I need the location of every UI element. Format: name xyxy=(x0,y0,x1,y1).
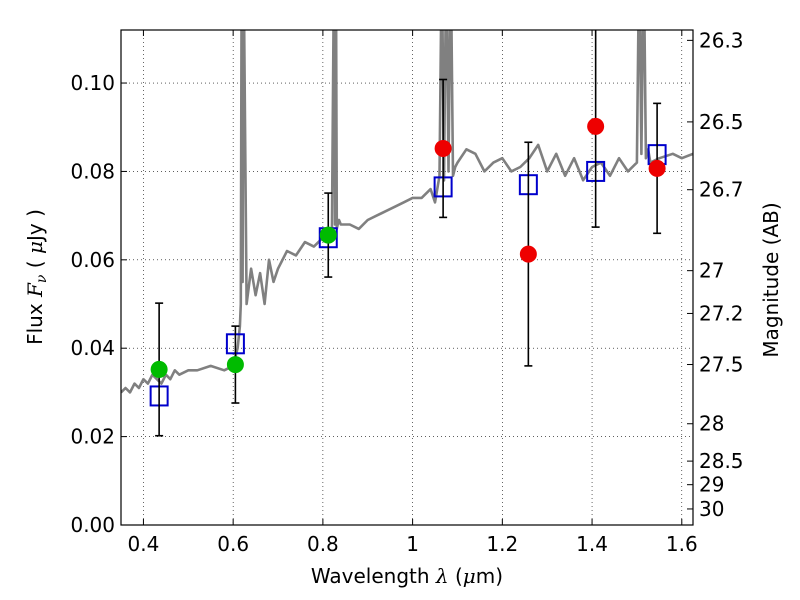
y-tick-label: 0.04 xyxy=(70,336,115,360)
x-tick-label: 1.2 xyxy=(486,532,518,556)
right-axis-label: Magnitude (AB) xyxy=(759,202,783,357)
x-tick-label: 0.4 xyxy=(128,532,160,556)
y-tick-label: 0.10 xyxy=(70,71,115,95)
y-tick-label: 0.06 xyxy=(70,248,115,272)
right-tick-label: 27 xyxy=(699,259,724,283)
x-tick-label: 1 xyxy=(406,532,419,556)
x-axis-label: Wavelength λ (μm) xyxy=(311,564,503,588)
right-tick-label: 27.2 xyxy=(699,301,744,325)
right-tick-label: 26.5 xyxy=(699,110,744,134)
y-axis-label: Flux Fν ( μJy ) xyxy=(23,209,50,345)
observed-point xyxy=(226,356,244,374)
observed-point xyxy=(519,245,537,263)
observed-point xyxy=(150,360,168,378)
grid-lines xyxy=(121,30,693,525)
right-tick-label: 28 xyxy=(699,412,724,436)
right-tick-label: 29 xyxy=(699,473,724,497)
plot-frame xyxy=(120,29,694,526)
observed-point xyxy=(648,159,666,177)
axis-ticks: 0.4 0.6 0.8 1 1.2 1.4 1.6 0.00 0.02 0.04 0.06 0.08 0… xyxy=(70,28,743,556)
x-tick-label: 1.4 xyxy=(576,532,608,556)
x-tick-label: 0.6 xyxy=(217,532,249,556)
plot-area xyxy=(121,30,693,437)
observed-point xyxy=(587,117,605,135)
right-tick-label: 26.7 xyxy=(699,178,744,202)
x-tick-label: 1.6 xyxy=(666,532,698,556)
y-tick-label: 0.02 xyxy=(70,425,115,449)
observed-point xyxy=(434,139,452,157)
right-tick-label: 28.5 xyxy=(699,449,744,473)
model-sed-line xyxy=(121,30,693,394)
y-tick-label: 0.00 xyxy=(70,513,115,537)
right-tick-label: 26.3 xyxy=(699,28,744,52)
x-tick-label: 0.8 xyxy=(307,532,339,556)
observed-point xyxy=(319,226,337,244)
right-tick-label: 30 xyxy=(699,497,724,521)
y-tick-label: 0.08 xyxy=(70,159,115,183)
right-tick-label: 27.5 xyxy=(699,353,744,377)
